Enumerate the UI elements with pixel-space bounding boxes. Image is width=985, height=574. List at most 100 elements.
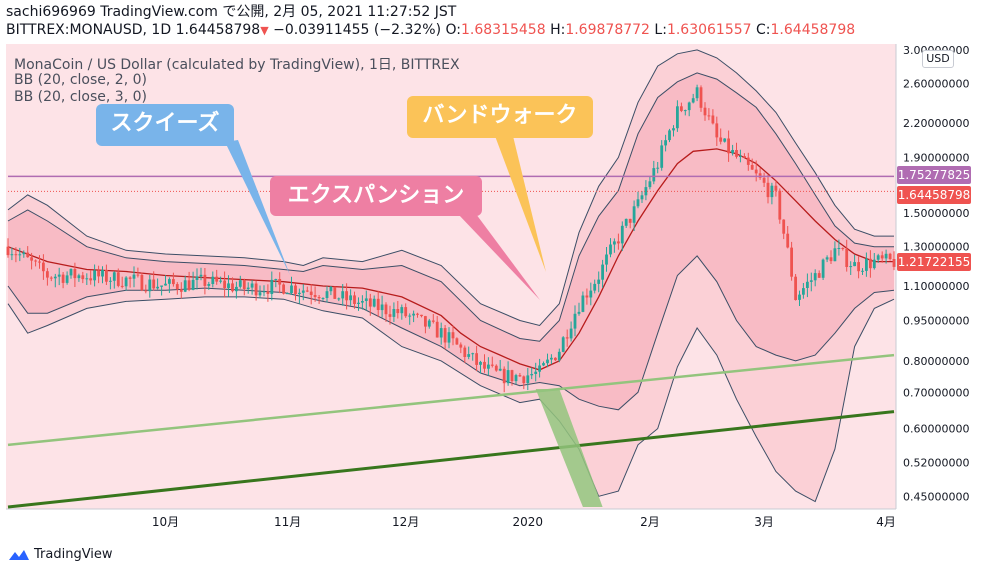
candle-body	[880, 255, 884, 259]
candle-body	[183, 280, 187, 292]
candle-body	[656, 167, 660, 169]
open-value: 1.68315458	[461, 22, 546, 38]
candle-body	[191, 279, 195, 290]
candle-body	[136, 274, 140, 276]
trend-line-light	[7, 353, 895, 447]
legend-title: MonaCoin / US Dollar (calculated by Trad…	[14, 57, 460, 73]
candle-body	[876, 255, 880, 260]
candle-body	[664, 140, 667, 146]
candle-body	[676, 106, 679, 129]
candle-body	[483, 361, 486, 369]
candle-body	[825, 257, 829, 260]
candle-body	[514, 375, 518, 382]
price-tick-label: 1.10000000	[903, 280, 969, 293]
candle-body	[361, 301, 364, 303]
candle-body	[727, 138, 730, 154]
candle-body	[869, 258, 872, 269]
trend-lines	[7, 175, 895, 509]
squeeze-pointer	[225, 140, 290, 275]
candle-body	[455, 338, 459, 345]
candle-body	[794, 276, 797, 300]
candle-body	[471, 353, 475, 355]
candle-body	[691, 98, 695, 103]
price-tick-label: 2.60000000	[903, 78, 969, 91]
candle-body	[593, 283, 597, 291]
candle-body	[451, 332, 455, 339]
price-tick-label: 0.52000000	[903, 456, 969, 469]
candle-body	[735, 150, 738, 157]
candle-body	[447, 332, 451, 343]
candle-body	[750, 165, 754, 170]
candle-body	[786, 233, 790, 248]
candle-body	[498, 368, 502, 371]
legend-bb1[interactable]: BB (20, close, 2, 0)	[14, 72, 147, 88]
candle-body	[305, 290, 309, 292]
candle-body	[522, 376, 526, 384]
candle-body	[53, 276, 57, 279]
symbol-ohlc-line: BITTREX:MONAUSD, 1D 1.64458798▼ −0.03911…	[6, 22, 855, 39]
candle-body	[620, 225, 624, 244]
candle-body	[711, 115, 715, 124]
candle-body	[739, 156, 742, 157]
candle-body	[294, 285, 297, 294]
candle-body	[802, 288, 805, 295]
candle-body	[14, 254, 18, 256]
tradingview-logo[interactable]: TradingView	[8, 547, 113, 562]
price-tick-label: 1.50000000	[903, 207, 969, 220]
candle-body	[148, 279, 152, 292]
candle-body	[266, 291, 270, 294]
candle-body	[569, 328, 573, 339]
candle-body	[798, 294, 801, 300]
publish-info: sachi696969 TradingView.com で公開, 2月 05, …	[6, 4, 457, 20]
candle-body	[42, 262, 45, 272]
candle-body	[250, 283, 254, 288]
candle-body	[89, 278, 93, 281]
candle-body	[829, 257, 833, 262]
candle-body	[388, 314, 392, 317]
candle-body	[278, 279, 282, 285]
candle-body	[325, 291, 329, 298]
candle-body	[215, 276, 219, 282]
high-value: 1.69878772	[565, 22, 650, 38]
candle-body	[817, 273, 821, 278]
candle-body	[364, 298, 368, 301]
legend-bb2[interactable]: BB (20, close, 3, 0)	[14, 89, 147, 105]
candle-body	[321, 298, 325, 299]
candle-body	[892, 259, 896, 267]
candle-body	[687, 102, 691, 111]
candle-body	[49, 277, 53, 279]
candle-body	[550, 357, 553, 360]
candle-body	[69, 268, 73, 276]
price-tick-label: 0.60000000	[903, 423, 969, 436]
candle-body	[888, 253, 892, 259]
candle-body	[203, 274, 207, 286]
candle-body	[290, 285, 293, 294]
tradingview-icon	[9, 549, 29, 560]
candle-body	[81, 275, 85, 280]
price-axis[interactable]: 3.000000002.600000002.200000001.90000000…	[903, 44, 969, 503]
candle-body	[459, 344, 463, 348]
candle-body	[526, 375, 530, 384]
candle-body	[116, 272, 120, 286]
candle-body	[609, 244, 612, 255]
candle-body	[396, 309, 400, 314]
price-tick-label: 0.45000000	[903, 490, 969, 503]
candle-body	[120, 285, 124, 287]
candle-body	[841, 248, 845, 249]
candle-body	[408, 315, 412, 317]
candle-body	[861, 270, 864, 272]
candle-body	[380, 304, 384, 311]
upper-band-3	[7, 49, 894, 327]
candle-body	[770, 185, 774, 198]
price-tick-label: 1.30000000	[903, 241, 969, 254]
candle-body	[502, 368, 506, 384]
candle-body	[766, 182, 770, 198]
candle-body	[18, 254, 22, 256]
currency-badge[interactable]: USD	[922, 50, 954, 68]
candle-body	[660, 145, 664, 168]
time-axis[interactable]: 10月 11月 12月 2020 2月 3月 4月	[152, 515, 896, 529]
candle-body	[743, 156, 746, 158]
close-label: C:	[756, 22, 771, 38]
candle-body	[262, 291, 266, 293]
